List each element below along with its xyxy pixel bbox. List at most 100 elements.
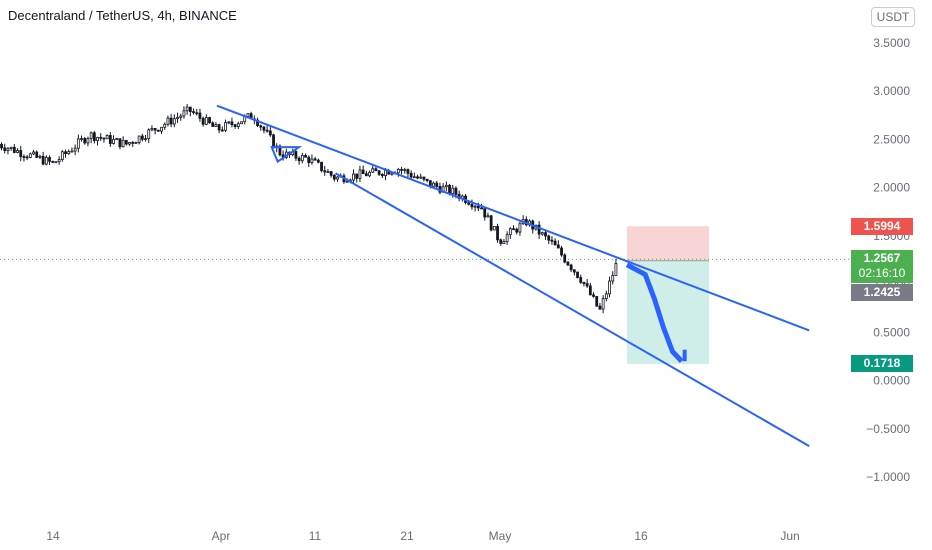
candle-body xyxy=(448,184,451,194)
y-tick-label: 0.0000 xyxy=(873,374,910,388)
stop-price-label: 1.5994 xyxy=(863,219,901,233)
candle-body xyxy=(76,138,80,149)
candle-body xyxy=(412,176,416,179)
candle-body xyxy=(272,134,275,149)
candle-body xyxy=(12,146,16,153)
countdown-label: 02:16:10 xyxy=(858,266,906,280)
candle-body xyxy=(371,168,375,173)
stop-price-tag: 1.5994 xyxy=(851,218,913,235)
candle-body xyxy=(217,124,221,131)
candle-body xyxy=(323,170,327,173)
candle-body xyxy=(208,117,211,124)
currency-badge[interactable]: USDT xyxy=(871,7,915,27)
trendline-upper[interactable] xyxy=(216,104,810,332)
candle-body xyxy=(22,156,26,158)
candle-body xyxy=(476,205,480,209)
candle-body xyxy=(220,129,224,132)
candle-body xyxy=(470,203,474,208)
candle-body xyxy=(179,115,183,118)
x-tick-label: 14 xyxy=(46,529,60,543)
candle-body xyxy=(121,139,125,148)
candle-body xyxy=(515,228,519,233)
candle-body xyxy=(64,151,67,155)
candle-body xyxy=(400,168,403,171)
candle-body xyxy=(105,135,109,140)
x-tick-label: May xyxy=(489,529,512,543)
candle-body xyxy=(576,271,579,278)
x-axis[interactable]: 14 Apr 11 21 May 16 Jun xyxy=(46,529,799,543)
candle-body xyxy=(140,135,144,140)
candle-body xyxy=(124,139,128,145)
x-tick-label: 11 xyxy=(309,529,322,543)
candle-body xyxy=(73,147,77,152)
candle-body xyxy=(259,125,263,128)
candle-body xyxy=(118,138,122,148)
candle-body xyxy=(358,169,362,179)
candle-body xyxy=(182,110,186,117)
candle-body xyxy=(451,187,455,194)
trendline-lower[interactable] xyxy=(334,172,810,448)
candle-body xyxy=(54,161,58,164)
candle-body xyxy=(224,122,227,131)
y-tick-label: 0.5000 xyxy=(873,325,910,339)
trendlines[interactable] xyxy=(216,104,810,448)
candle-body xyxy=(480,207,483,210)
candle-body xyxy=(483,208,487,218)
candle-body xyxy=(425,178,429,181)
x-tick-label: 16 xyxy=(634,529,648,543)
candle-body xyxy=(211,122,215,127)
candle-body xyxy=(432,182,435,187)
candle-body xyxy=(444,184,448,188)
projected-bars[interactable] xyxy=(625,262,684,363)
candle-body xyxy=(492,226,496,231)
candle-body xyxy=(329,171,333,176)
candle-body xyxy=(595,296,599,307)
candle-body xyxy=(188,106,192,112)
x-tick-label: 21 xyxy=(400,529,414,543)
candle-body xyxy=(236,123,240,128)
candle-body xyxy=(553,240,557,246)
candle-body xyxy=(240,121,243,125)
candle-body xyxy=(38,155,42,158)
candle-body xyxy=(60,151,64,160)
y-tick-label: 3.5000 xyxy=(873,36,910,50)
candle-body xyxy=(265,129,269,132)
candle-body xyxy=(51,160,55,163)
candle-body xyxy=(99,136,103,139)
candle-body xyxy=(313,158,317,161)
y-tick-label: 3.0000 xyxy=(873,84,910,98)
candle-body xyxy=(364,173,368,177)
y-tick-label: 2.5000 xyxy=(873,132,910,146)
candle-body xyxy=(611,275,615,282)
candle-body xyxy=(44,157,48,165)
x-tick-label: Apr xyxy=(212,529,231,543)
candle-body xyxy=(592,294,595,297)
candle-body xyxy=(96,136,99,142)
candle-body xyxy=(416,176,419,179)
candle-body xyxy=(544,232,547,237)
candle-body xyxy=(176,116,179,120)
candle-body xyxy=(19,150,23,157)
candles xyxy=(0,104,618,314)
candle-body xyxy=(156,129,160,132)
candle-body xyxy=(16,150,19,153)
candle-body xyxy=(28,153,32,158)
y-tick-label: −1.0000 xyxy=(866,470,910,484)
candle-body xyxy=(204,117,208,125)
candle-body xyxy=(160,126,163,132)
position-zones xyxy=(0,226,850,364)
triangle-drawing[interactable] xyxy=(270,146,303,164)
candle-body xyxy=(601,298,605,310)
candle-body xyxy=(355,173,359,179)
candle-body xyxy=(320,161,323,172)
candle-body xyxy=(512,228,515,231)
candle-body xyxy=(505,234,509,242)
candle-body xyxy=(214,124,218,127)
candle-body xyxy=(403,169,407,172)
candle-body xyxy=(377,170,381,175)
x-tick-label: Jun xyxy=(780,529,799,543)
candle-body xyxy=(297,157,301,162)
candle-body xyxy=(316,159,320,163)
